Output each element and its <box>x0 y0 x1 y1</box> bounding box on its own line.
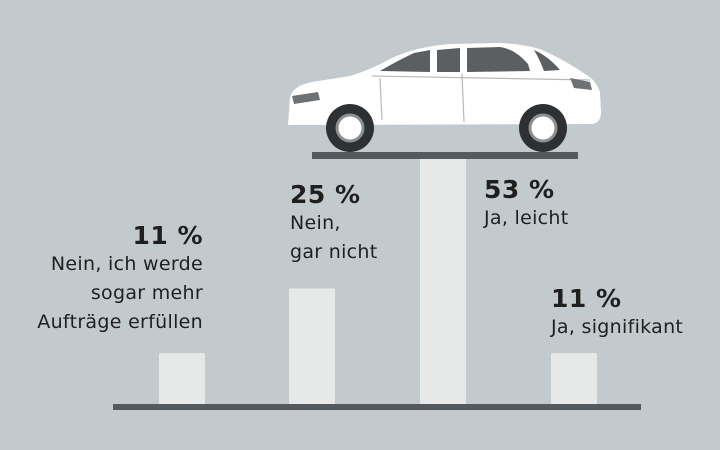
label-group-4: 11 % Ja, signifikant <box>551 285 716 342</box>
value-label: 11 % <box>132 221 203 250</box>
car-icon <box>288 43 601 152</box>
category-label-line: Ja, leicht <box>484 207 569 229</box>
car-platform <box>312 152 578 159</box>
bar-3 <box>420 159 466 404</box>
category-label-line: Nein, ich werde <box>50 253 203 275</box>
baseline-axis <box>113 404 641 410</box>
value-label: 25 % <box>290 180 361 209</box>
category-label-line: gar nicht <box>290 241 378 263</box>
label-group-1: 11 % Nein, ich werde sogar mehr Aufträge… <box>0 222 203 337</box>
category-label-line: Nein, <box>290 212 341 234</box>
label-group-2: 25 % Nein, gar nicht <box>290 181 410 267</box>
bars-group <box>159 159 597 404</box>
value-label: 11 % <box>551 284 622 313</box>
value-label: 53 % <box>484 175 555 204</box>
label-group-3: 53 % Ja, leicht <box>484 176 604 233</box>
bar-1 <box>159 353 205 404</box>
category-label-line: Aufträge erfüllen <box>37 311 203 333</box>
category-label-line: Ja, signifikant <box>551 316 684 338</box>
bar-2 <box>289 288 335 404</box>
bar-4 <box>551 353 597 404</box>
category-label-line: sogar mehr <box>90 282 203 304</box>
